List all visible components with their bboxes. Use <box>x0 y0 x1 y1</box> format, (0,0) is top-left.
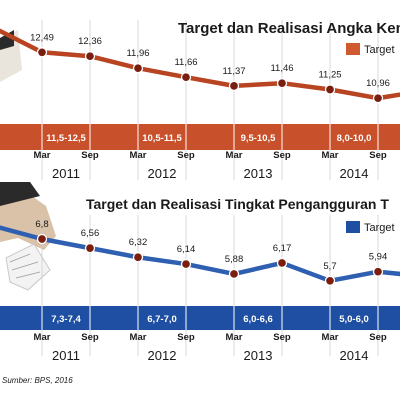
value-label-bottom: 6,32 <box>129 237 148 248</box>
month-tick-label-bottom: Mar <box>34 332 51 343</box>
value-label-bottom: 6,17 <box>273 243 292 254</box>
target-label-bottom: 6,7-7,0 <box>147 314 177 325</box>
year-tick-label-bottom: 2014 <box>340 348 369 363</box>
month-tick-label-bottom: Sep <box>273 332 291 343</box>
chart-title-bottom: Target dan Realisasi Tingkat Penganggura… <box>86 196 389 212</box>
data-point-bottom <box>36 233 48 245</box>
data-point-bottom <box>324 275 336 286</box>
data-point-top <box>324 84 336 95</box>
target-label-bottom: 7,3-7,4 <box>51 314 81 325</box>
value-label-top: 11,96 <box>126 48 149 59</box>
data-point-bottom <box>228 268 240 280</box>
data-point-bottom <box>372 266 384 277</box>
source-note: Sumber: BPS, 2016 <box>2 376 73 385</box>
month-tick-label-bottom: Mar <box>322 332 339 343</box>
value-label-top: 11,37 <box>222 66 245 77</box>
target-band-bottom: 7,3-7,46,7-7,06,0-6,65,0-6,05 <box>0 306 400 330</box>
chart-unemployed-count: Target dan Realisasi Angka Kem Target 11… <box>0 20 400 181</box>
grid-lines-top <box>41 20 379 180</box>
month-tick-label-bottom: Sep <box>81 332 99 343</box>
data-point-top <box>372 93 384 104</box>
month-tick-label-top: Mar <box>34 150 51 161</box>
year-tick-label-top: 2014 <box>340 166 369 181</box>
data-point-bottom <box>276 257 288 269</box>
chart-title-top: Target dan Realisasi Angka Kem <box>178 20 400 37</box>
value-label-top: 11,66 <box>174 57 197 68</box>
data-point-bottom <box>132 252 144 263</box>
value-label-bottom: 6,8 <box>35 219 48 230</box>
data-point-bottom <box>180 258 192 270</box>
year-tick-label-bottom: 2012 <box>148 348 177 363</box>
data-line-bottom <box>0 225 400 286</box>
month-tick-label-bottom: Sep <box>369 332 387 343</box>
data-point-top <box>84 51 96 62</box>
target-band-bar-bottom <box>0 306 400 330</box>
target-label-top: 10,5-11,5 <box>142 133 182 144</box>
month-tick-label-top: Mar <box>322 150 339 161</box>
value-label-bottom: 6,56 <box>81 228 100 239</box>
value-label-top: 11,25 <box>318 70 341 81</box>
data-point-top <box>180 72 192 83</box>
target-label-top: 11,5-12,5 <box>46 133 86 144</box>
month-tick-label-bottom: Sep <box>177 332 195 343</box>
series-line-top <box>0 28 400 101</box>
target-label-bottom: 5,0-6,0 <box>339 314 369 325</box>
year-tick-label-top: 2011 <box>52 166 80 181</box>
target-label-top: 8,0-10,0 <box>337 133 372 144</box>
data-labels-top: 12,49 12,36 11,96 11,66 11,37 11,46 11,25 10,96… <box>30 32 390 89</box>
data-point-top <box>36 47 48 58</box>
month-tick-label-bottom: Mar <box>226 332 243 343</box>
value-label-bottom: 6,14 <box>177 244 196 255</box>
month-tick-label-top: Mar <box>226 150 243 161</box>
legend-swatch-top <box>346 43 360 55</box>
target-label-bottom: 6,0-6,6 <box>243 314 273 325</box>
data-point-top <box>228 80 240 92</box>
year-tick-label-top: 2013 <box>244 166 273 181</box>
value-label-bottom: 5,7 <box>323 261 336 272</box>
legend-bottom: Target <box>346 221 395 234</box>
month-tick-label-top: Sep <box>81 150 99 161</box>
legend-top: Target <box>346 43 395 56</box>
value-label-top: 11,46 <box>270 63 293 74</box>
target-band-top: 11,5-12,510,5-11,59,5-10,58,0-10,09 <box>0 124 400 150</box>
value-label-top: 12,49 <box>30 32 54 43</box>
value-label-top: 12,36 <box>78 36 102 47</box>
data-line-top <box>0 28 400 104</box>
month-tick-label-top: Sep <box>273 150 291 161</box>
x-axis-top: MarSepMarSepMarSepMarSepMar2011201220132… <box>34 150 387 181</box>
target-band-bar-top <box>0 124 400 150</box>
data-point-top <box>132 63 144 74</box>
series-line-bottom <box>0 225 400 284</box>
chart-unemployment-rate: Target dan Realisasi Tingkat Penganggura… <box>0 196 400 363</box>
value-label-bottom: 5,94 <box>369 252 388 263</box>
month-tick-label-bottom: Mar <box>130 332 147 343</box>
value-label-bottom: 5,88 <box>225 254 244 265</box>
legend-swatch-bottom <box>346 221 360 233</box>
data-labels-bottom: 6,86,566,326,145,886,175,75,945,81 <box>35 219 388 272</box>
year-tick-label-bottom: 2011 <box>52 348 80 363</box>
legend-label-bottom: Target <box>364 222 395 234</box>
data-point-bottom <box>84 242 96 254</box>
x-axis-bottom: MarSepMarSepMarSepMarSepMar2011201220132… <box>34 332 387 363</box>
month-tick-label-top: Mar <box>130 150 147 161</box>
target-label-top: 9,5-10,5 <box>241 133 277 144</box>
data-point-top <box>276 78 288 89</box>
month-tick-label-top: Sep <box>369 150 387 161</box>
year-tick-label-bottom: 2013 <box>244 348 273 363</box>
legend-label-top: Target <box>364 44 395 56</box>
year-tick-label-top: 2012 <box>148 166 177 181</box>
value-label-top: 10,96 <box>366 78 390 89</box>
month-tick-label-top: Sep <box>177 150 195 161</box>
